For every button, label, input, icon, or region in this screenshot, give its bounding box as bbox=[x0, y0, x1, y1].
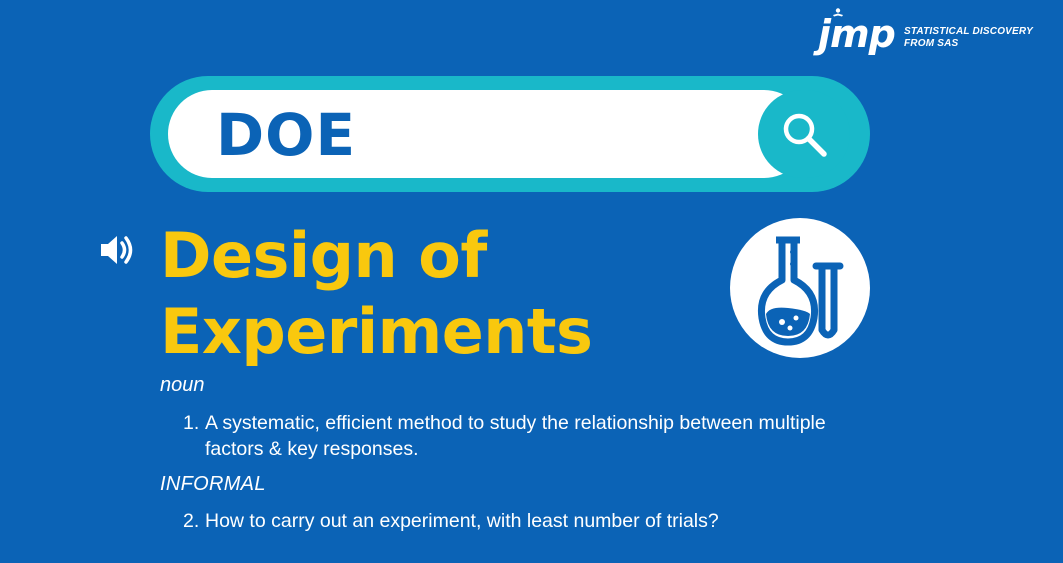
jmp-logo: jmp STATISTICAL DISCOVERY FROM SAS bbox=[818, 8, 1048, 58]
definition-item: 2. How to carry out an experiment, with l… bbox=[183, 508, 943, 534]
definition-number: 2. bbox=[183, 510, 200, 532]
search-input[interactable]: DOE bbox=[168, 90, 808, 178]
definition-number: 1. bbox=[183, 412, 200, 434]
part-of-speech-informal: INFORMAL bbox=[160, 473, 266, 495]
logo-wordmark: jmp bbox=[818, 12, 896, 56]
definition-text-line2: factors & key responses. bbox=[205, 438, 419, 460]
logo-tagline-line1: STATISTICAL DISCOVERY bbox=[904, 26, 1034, 37]
logo-tagline-line2: FROM SAS bbox=[904, 38, 959, 49]
lab-flask-icon bbox=[757, 236, 844, 346]
entry-title-line2: Experiments bbox=[160, 295, 593, 368]
definition-item: 1. A systematic, efficient method to stud… bbox=[183, 410, 943, 462]
search-icon bbox=[783, 113, 827, 157]
definition-text-line1: A systematic, efficient method to study … bbox=[205, 412, 826, 434]
logo-figure-icon bbox=[833, 8, 843, 17]
lab-flask-badge bbox=[730, 218, 870, 358]
part-of-speech-noun: noun bbox=[160, 374, 205, 396]
search-button[interactable] bbox=[758, 90, 850, 178]
speaker-icon[interactable] bbox=[98, 230, 138, 270]
entry-title: Design of Experiments bbox=[160, 218, 593, 370]
entry-title-line1: Design of bbox=[160, 219, 487, 292]
logo-tagline: STATISTICAL DISCOVERY FROM SAS bbox=[904, 26, 1033, 50]
search-query: DOE bbox=[216, 101, 357, 169]
search-bar: DOE bbox=[150, 76, 870, 192]
definition-text-line1: How to carry out an experiment, with lea… bbox=[205, 510, 719, 532]
